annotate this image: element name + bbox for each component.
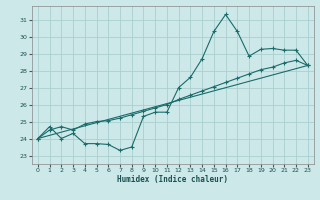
X-axis label: Humidex (Indice chaleur): Humidex (Indice chaleur) xyxy=(117,175,228,184)
